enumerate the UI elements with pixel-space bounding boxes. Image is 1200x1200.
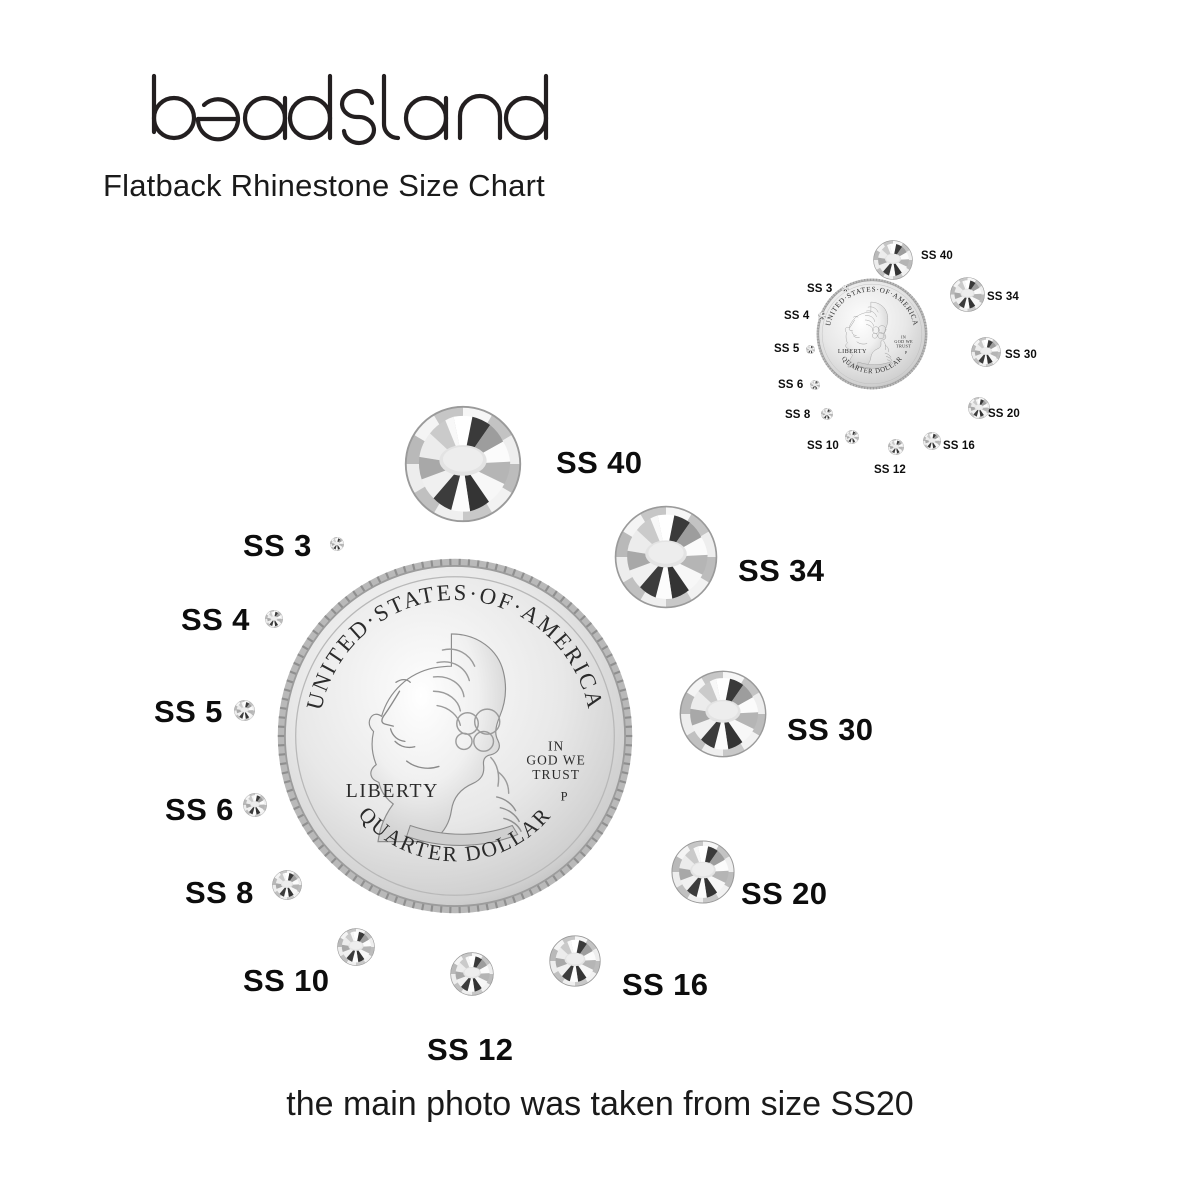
size-label-ss12: SS 12: [427, 1032, 514, 1067]
us-quarter-coin-thumbnail: [816, 278, 928, 390]
thumbnail-size-diagram: SS 3 SS 4 SS 5 SS 6 SS 8 SS 10 SS 12 SS …: [760, 228, 1070, 478]
size-label-ss3: SS 3: [243, 528, 312, 563]
rhinestone-thumb-ss34: [950, 277, 985, 312]
size-label-ss5: SS 5: [154, 694, 223, 729]
rhinestone-thumb-ss16: [923, 432, 941, 450]
rhinestone-ss4: [265, 610, 283, 628]
rhinestone-ss10: [337, 928, 375, 966]
rhinestone-thumb-ss10: [845, 430, 859, 444]
thumb-size-label-ss6: SS 6: [778, 379, 804, 391]
main-size-diagram: SS 3 SS 4 SS 5 SS 6 SS 8 SS 10 SS 12 SS …: [0, 380, 1000, 1065]
rhinestone-ss5: [234, 700, 255, 721]
rhinestone-ss34: [614, 505, 718, 609]
thumb-size-label-ss3: SS 3: [807, 283, 833, 295]
rhinestone-ss16: [549, 935, 601, 987]
size-label-ss8: SS 8: [185, 875, 254, 910]
thumb-size-label-ss30: SS 30: [1005, 349, 1037, 361]
thumb-size-label-ss20: SS 20: [988, 408, 1020, 420]
size-label-ss40: SS 40: [556, 445, 643, 480]
rhinestone-thumb-ss3: [842, 285, 849, 292]
thumb-size-label-ss4: SS 4: [784, 310, 810, 322]
thumb-size-label-ss10: SS 10: [807, 440, 839, 452]
rhinestone-thumb-ss4: [818, 312, 826, 320]
thumb-size-label-ss8: SS 8: [785, 409, 811, 421]
size-label-ss30: SS 30: [787, 712, 874, 747]
footer-note: the main photo was taken from size SS20: [286, 1085, 914, 1123]
us-quarter-coin: [276, 557, 634, 915]
thumb-size-label-ss5: SS 5: [774, 343, 800, 355]
rhinestone-ss12: [450, 952, 494, 996]
thumb-size-label-ss34: SS 34: [987, 291, 1019, 303]
thumb-size-label-ss12: SS 12: [874, 464, 906, 476]
rhinestone-thumb-ss40: [873, 240, 913, 280]
thumb-size-label-ss40: SS 40: [921, 250, 953, 262]
rhinestone-thumb-ss30: [971, 337, 1001, 367]
size-label-ss4: SS 4: [181, 602, 250, 637]
rhinestone-thumb-ss5: [806, 345, 815, 354]
thumb-size-label-ss16: SS 16: [943, 440, 975, 452]
rhinestone-thumb-ss8: [821, 408, 833, 420]
size-label-ss34: SS 34: [738, 553, 825, 588]
rhinestone-ss20: [671, 840, 735, 904]
size-label-ss6: SS 6: [165, 792, 234, 827]
rhinestone-ss3: [330, 537, 344, 551]
rhinestone-ss40: [404, 405, 522, 523]
size-label-ss20: SS 20: [741, 876, 828, 911]
rhinestone-ss6: [243, 793, 267, 817]
size-label-ss16: SS 16: [622, 967, 709, 1002]
rhinestone-thumb-ss6: [810, 380, 820, 390]
rhinestone-thumb-ss12: [888, 439, 904, 455]
rhinestone-ss8: [272, 870, 302, 900]
rhinestone-thumb-ss20: [968, 397, 990, 419]
page-title: Flatback Rhinestone Size Chart: [103, 168, 545, 203]
size-label-ss10: SS 10: [243, 963, 330, 998]
beadsland-logo: [140, 72, 560, 157]
rhinestone-ss30: [679, 670, 767, 758]
